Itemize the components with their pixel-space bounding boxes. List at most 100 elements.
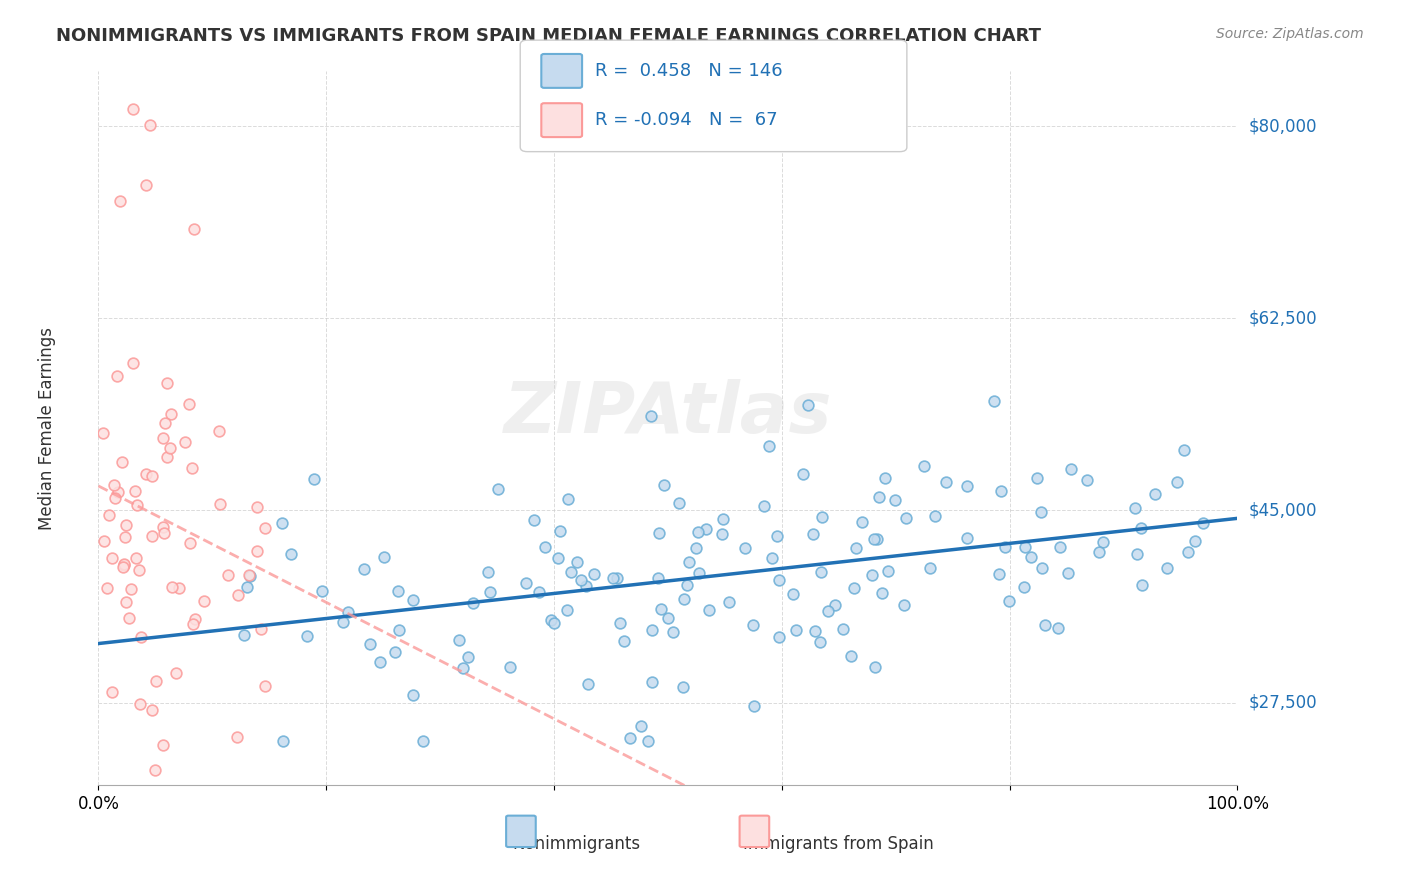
- Point: [1123, 501, 1146, 516]
- Point: [139, 118, 162, 132]
- Point: [141, 529, 163, 543]
- Point: [574, 579, 596, 593]
- Point: [165, 666, 187, 681]
- Point: [477, 565, 499, 579]
- Point: [987, 567, 1010, 582]
- Point: [160, 580, 183, 594]
- Point: [143, 763, 166, 777]
- Point: [457, 649, 479, 664]
- Point: [209, 498, 232, 512]
- Point: [302, 472, 325, 486]
- Point: [156, 450, 179, 464]
- Text: Source: ZipAtlas.com: Source: ZipAtlas.com: [1216, 27, 1364, 41]
- Point: [672, 680, 695, 694]
- Point: [1130, 578, 1153, 592]
- Point: [1088, 545, 1111, 559]
- Point: [129, 630, 152, 644]
- Point: [115, 518, 138, 533]
- Point: [124, 483, 146, 498]
- Point: [873, 471, 896, 485]
- Point: [824, 598, 846, 612]
- Point: [225, 730, 247, 744]
- Point: [640, 623, 662, 637]
- Point: [817, 604, 839, 618]
- Point: [180, 460, 202, 475]
- Point: [870, 586, 893, 600]
- Point: [271, 734, 294, 748]
- Point: [478, 584, 501, 599]
- Point: [110, 194, 132, 209]
- Point: [402, 688, 425, 702]
- Point: [842, 581, 865, 595]
- Point: [1056, 566, 1078, 580]
- Point: [640, 409, 662, 423]
- Point: [548, 524, 571, 538]
- Point: [181, 616, 204, 631]
- Point: [648, 525, 671, 540]
- Point: [717, 595, 740, 609]
- Point: [353, 561, 375, 575]
- Point: [785, 623, 807, 637]
- Point: [1156, 560, 1178, 574]
- Point: [105, 369, 128, 384]
- Point: [675, 578, 697, 592]
- Point: [179, 535, 201, 549]
- Point: [401, 592, 423, 607]
- Point: [935, 475, 957, 489]
- Point: [1076, 473, 1098, 487]
- Point: [990, 484, 1012, 499]
- Point: [91, 425, 114, 440]
- Point: [135, 178, 157, 193]
- Point: [734, 541, 756, 555]
- Point: [114, 595, 136, 609]
- Point: [145, 674, 167, 689]
- Point: [540, 613, 562, 627]
- Point: [768, 573, 790, 587]
- Point: [866, 532, 889, 546]
- Point: [994, 540, 1017, 554]
- Point: [810, 565, 832, 579]
- Point: [630, 718, 652, 732]
- Point: [1029, 504, 1052, 518]
- Point: [560, 566, 582, 580]
- Point: [1014, 540, 1036, 554]
- Point: [1046, 621, 1069, 635]
- Point: [647, 571, 669, 585]
- Point: [555, 603, 578, 617]
- Point: [254, 679, 277, 693]
- Point: [152, 431, 174, 445]
- Point: [226, 588, 249, 602]
- Point: [868, 490, 890, 504]
- Point: [804, 624, 827, 639]
- Point: [893, 598, 915, 612]
- Point: [801, 527, 824, 541]
- Point: [160, 407, 183, 421]
- Point: [876, 564, 898, 578]
- Point: [152, 520, 174, 534]
- Point: [447, 633, 470, 648]
- Point: [373, 549, 395, 564]
- Text: $62,500: $62,500: [1249, 310, 1317, 327]
- Point: [912, 459, 935, 474]
- Point: [668, 496, 690, 510]
- Point: [193, 594, 215, 608]
- Point: [253, 521, 276, 535]
- Point: [104, 491, 127, 506]
- Point: [609, 616, 631, 631]
- Point: [98, 508, 121, 522]
- Point: [606, 571, 628, 585]
- Point: [672, 592, 695, 607]
- Point: [280, 547, 302, 561]
- Point: [1126, 547, 1149, 561]
- Point: [920, 561, 942, 575]
- Point: [685, 541, 707, 555]
- Point: [271, 516, 294, 530]
- Point: [156, 376, 179, 390]
- Point: [250, 623, 273, 637]
- FancyBboxPatch shape: [506, 815, 536, 847]
- Point: [1177, 545, 1199, 559]
- Point: [695, 522, 717, 536]
- Text: $45,000: $45,000: [1249, 501, 1317, 519]
- Point: [239, 569, 262, 583]
- Point: [956, 479, 979, 493]
